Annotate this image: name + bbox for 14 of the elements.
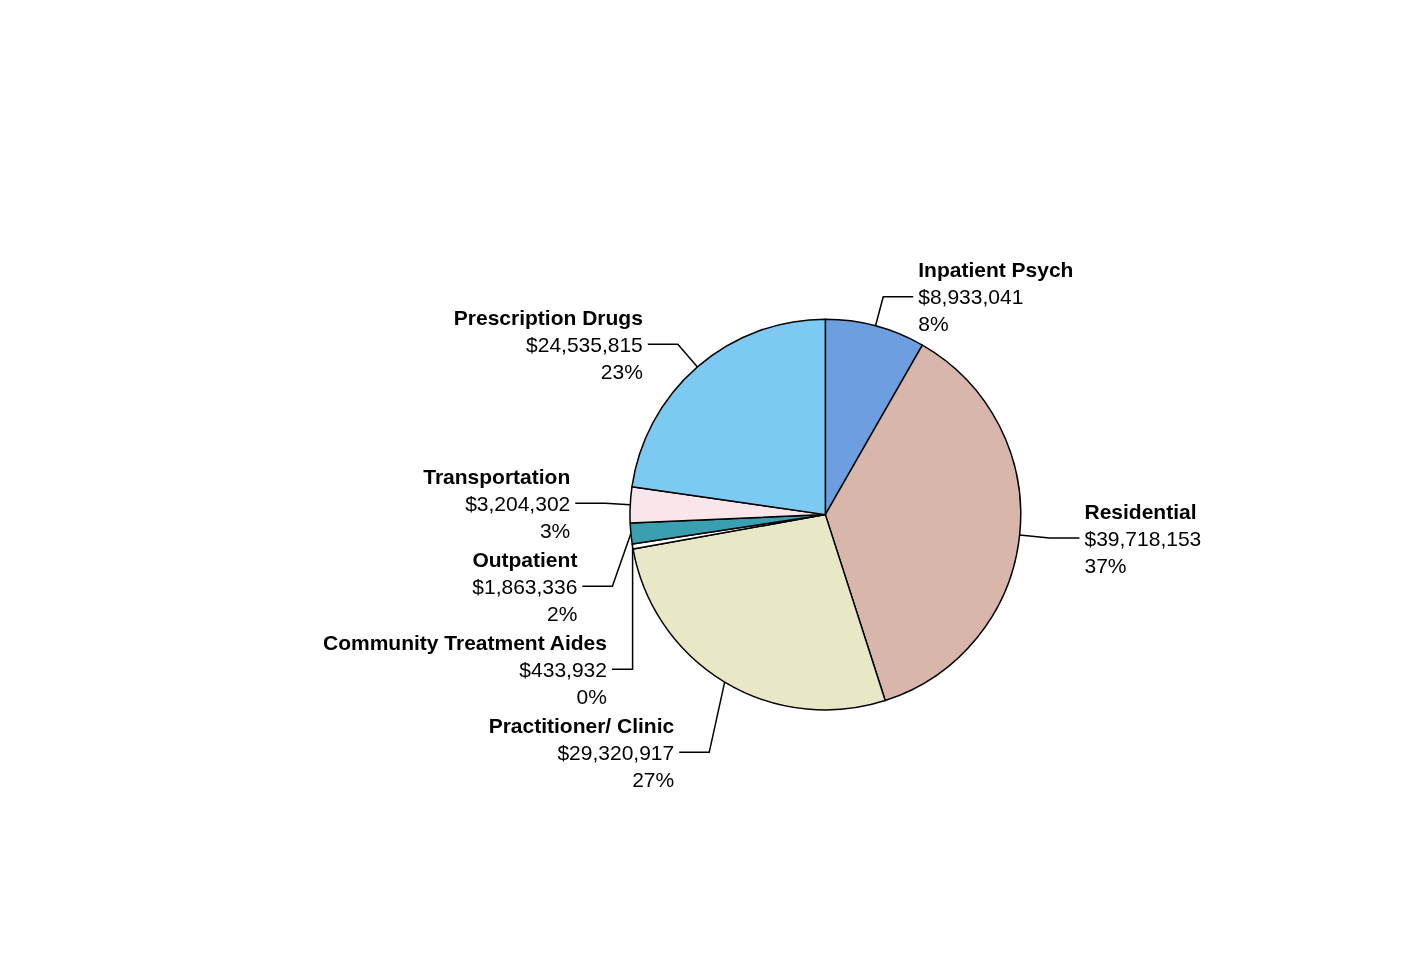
data-label: $39,718,153 37% (1084, 526, 1202, 577)
data-label: $29,320,917 27% (557, 740, 675, 791)
slice-label: Prescription Drugs (453, 305, 643, 329)
slice-label: Transportation (423, 464, 571, 488)
slice-label: Community Treatment Aides (322, 630, 607, 654)
data-label: $24,535,815 23% (526, 332, 643, 383)
slice-label: Outpatient (472, 547, 578, 571)
slice-label: Inpatient Psych (918, 258, 1074, 282)
data-label: $433,932 0% (519, 657, 607, 708)
data-label: $3,204,302 3% (465, 491, 571, 542)
slice-label: Residential (1084, 499, 1197, 523)
data-label: $8,933,041 8% (918, 285, 1024, 336)
data-label: $1,863,336 2% (472, 574, 578, 625)
slice-label: Practitioner/ Clinic (488, 713, 675, 737)
